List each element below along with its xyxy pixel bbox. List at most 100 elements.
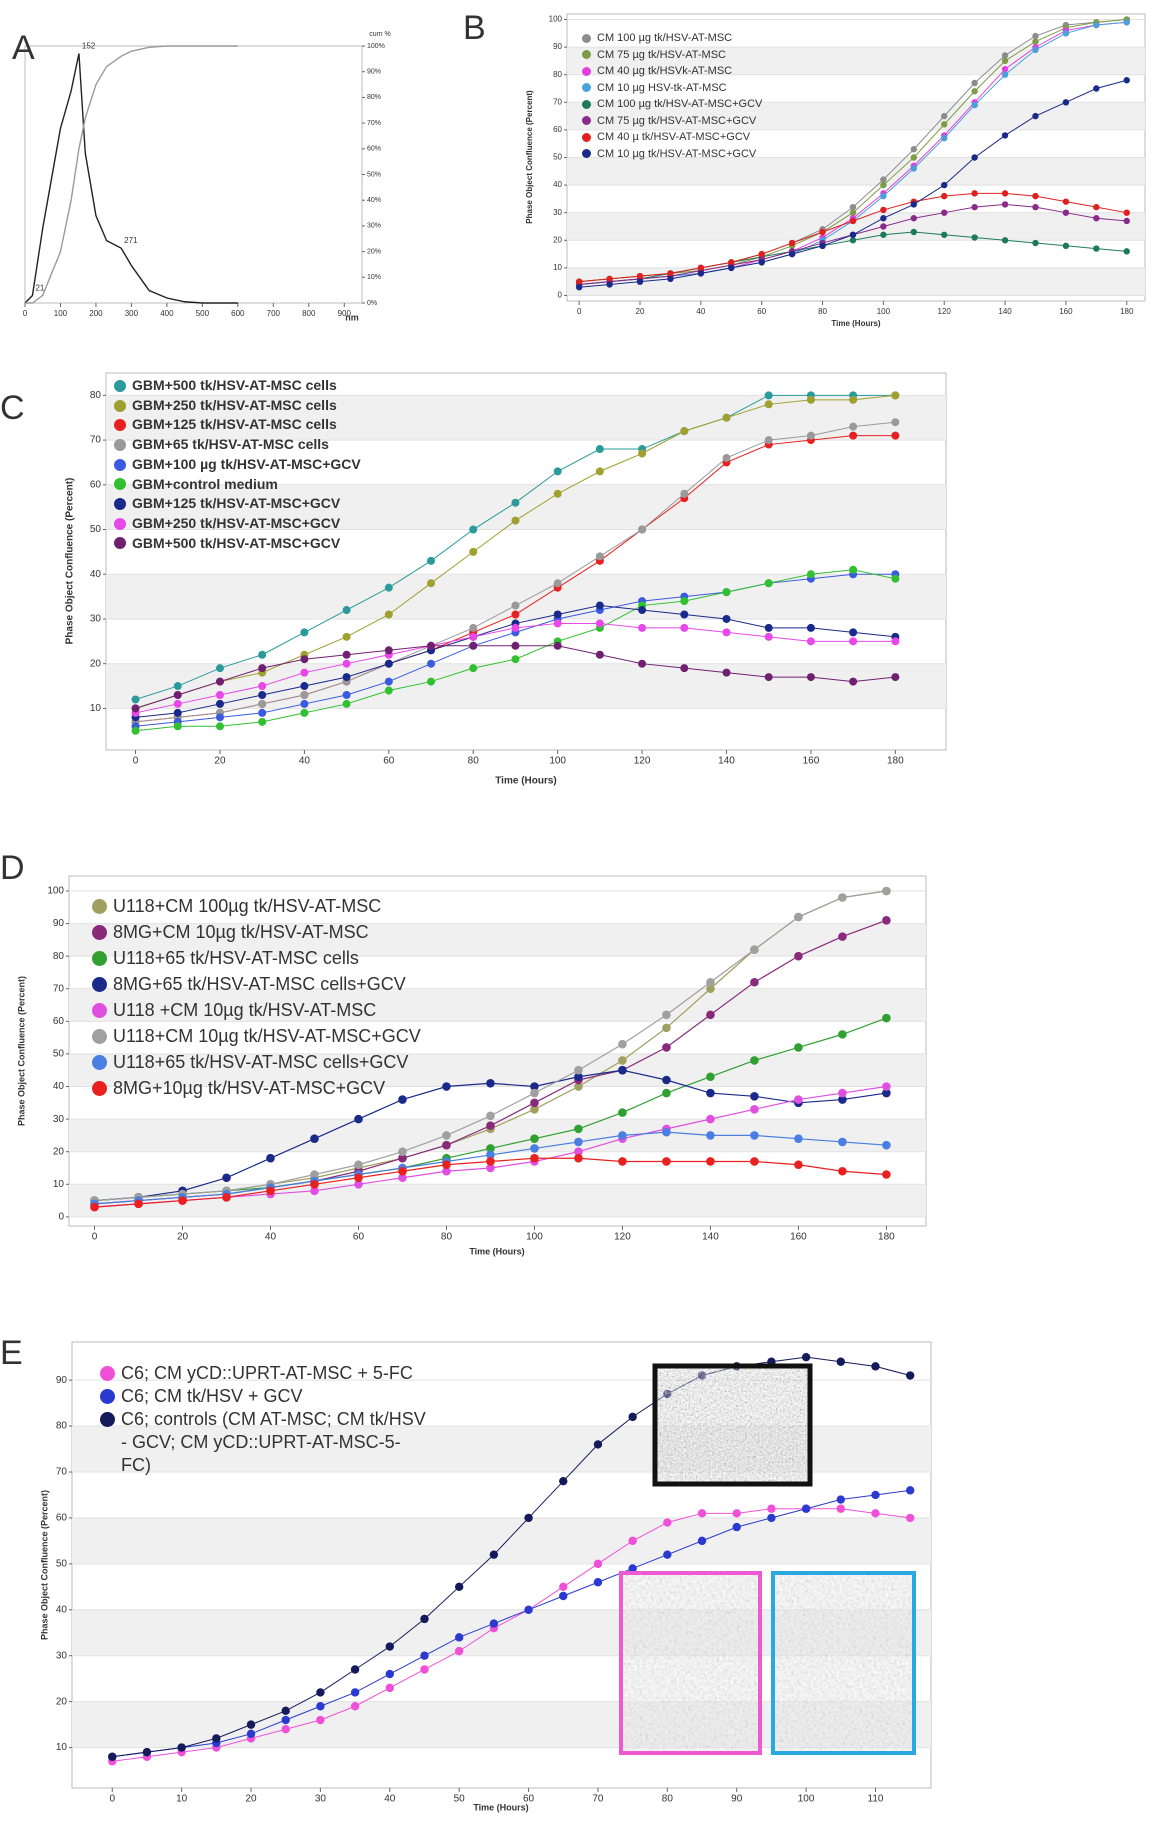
data-point [486,1163,495,1173]
legend-label: CM 100 µg tk/HSV-AT-MSC+GCV [597,98,763,110]
data-point [131,704,140,713]
data-point [706,977,715,987]
legend-label: GBM+65 tk/HSV-AT-MSC cells [132,436,329,453]
y2-axis-label: cum % [369,31,390,38]
data-point [788,239,796,247]
data-point [732,1509,741,1518]
y-tick-label: 70 [553,97,562,106]
data-point [384,686,393,695]
data-point [628,1412,637,1422]
inset-image [655,1366,810,1484]
y-tick-label: 80 [90,390,102,401]
legend-label: U118+CM 100µg tk/HSV-AT-MSC [113,896,382,916]
data-point [420,1651,429,1660]
data-point [941,209,948,216]
data-point [910,201,917,208]
data-point [486,1144,495,1153]
inset-images [619,1363,916,1755]
y-tick-label: 50 [53,1049,65,1060]
grid-band [69,1184,926,1217]
data-point [215,664,224,673]
legend-swatch [582,132,591,142]
data-point [638,659,647,668]
legend-item: 8MG+CM 10µg tk/HSV-AT-MSC [92,919,512,945]
data-point [1001,65,1009,73]
y-axis-label: Phase Object Confluence (Percent) [525,90,534,224]
legend-label: GBM+250 tk/HSV-AT-MSC+GCV [132,514,341,531]
data-point [1032,112,1039,120]
x-tick-label: 60 [523,1794,535,1805]
y-tick-label: 30 [53,1114,65,1125]
data-point [442,1166,451,1176]
data-point [398,1153,407,1163]
data-point [1093,85,1100,92]
y-tick-label: 30 [90,614,102,625]
data-point [511,516,520,525]
data-point [764,632,773,641]
data-point [697,1536,707,1546]
data-point [706,1072,715,1082]
x-tick-label: 400 [160,309,174,318]
data-point [258,717,267,726]
data-point [177,1743,186,1752]
data-point [767,1513,776,1523]
data-point [342,699,351,708]
data-point [530,1144,539,1153]
x-tick-label: 20 [636,307,645,316]
data-point [764,400,773,409]
data-point [819,242,826,250]
data-point [350,1702,360,1711]
data-point [178,1196,187,1205]
data-point [638,606,647,615]
data-point [618,1108,627,1117]
data-point [1093,245,1100,252]
data-point [486,1121,495,1130]
legend-label: U118+CM 10µg tk/HSV-AT-MSC+GCV [113,1026,421,1046]
data-point [553,641,562,650]
data-point [1001,132,1009,139]
data-point [764,391,773,400]
data-point [871,1490,880,1500]
data-point [427,659,436,668]
data-point [882,1170,891,1179]
y-tick-label: 70 [53,983,65,994]
y2-tick-label: 80% [367,94,381,101]
data-point [489,1550,499,1559]
panel-letter: A [12,29,35,67]
legend-item: CM 100 µg tk/HSV-AT-MSC+GCV [582,96,882,113]
grid-band [69,988,926,1022]
x-tick-label: 10 [176,1794,188,1805]
y-tick-label: 0 [58,1212,64,1223]
data-point [559,1582,568,1592]
data-point [662,1157,671,1166]
data-point [706,1114,715,1124]
data-point [838,1137,847,1147]
data-point [384,610,393,619]
data-point [354,1179,363,1189]
y-axis-label: Phase Object Confluence (Percent) [65,478,76,645]
data-point [722,453,731,462]
data-point [442,1160,451,1170]
data-point [905,1513,915,1523]
y-tick-label: 90 [553,42,562,51]
data-point [385,1642,394,1651]
x-tick-label: 140 [718,756,735,767]
data-point [1062,99,1070,106]
data-point [1062,209,1070,216]
data-point [398,1166,407,1176]
data-point [836,1495,845,1504]
data-point [489,1619,499,1628]
data-point [173,722,182,731]
data-point [788,250,796,258]
legend-label: U118 +CM 10µg tk/HSV-AT-MSC [113,1000,377,1020]
x-tick-label: 500 [196,309,210,318]
legend-swatch [582,50,591,60]
data-point [316,1702,325,1711]
data-point [486,1111,495,1121]
legend-item: 8MG+65 tk/HSV-AT-MSC cells+GCV [92,971,512,997]
data-point [354,1114,363,1124]
data-point [722,413,731,422]
x-tick-label: 160 [803,756,820,767]
data-point [215,713,224,722]
data-point [801,1504,811,1513]
